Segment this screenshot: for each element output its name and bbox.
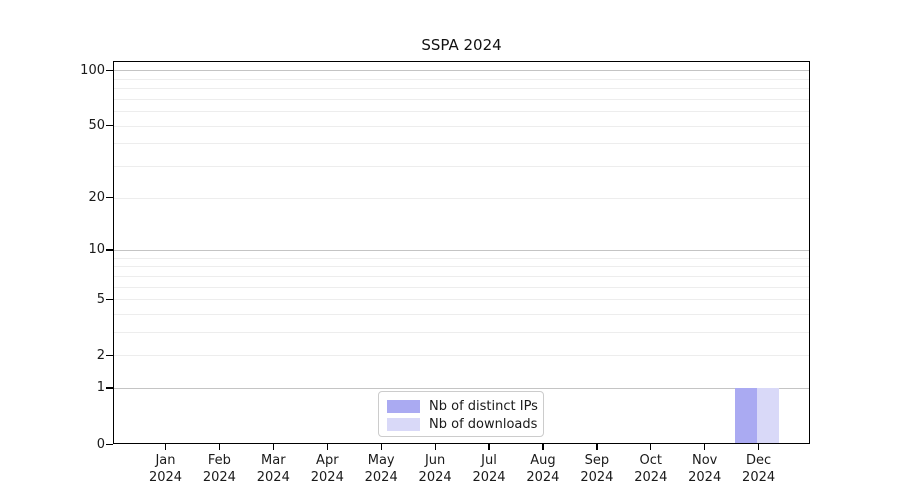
x-tick-mark [326, 444, 328, 450]
minor-gridline [114, 125, 809, 127]
x-tick-label: Oct 2024 [634, 453, 668, 485]
x-tick-mark [434, 444, 436, 450]
x-tick-mark [218, 444, 221, 450]
x-tick-label: May 2024 [364, 453, 398, 485]
minor-gridline [114, 197, 809, 199]
y-tick-mark [106, 125, 113, 127]
x-tick-label: Sep 2024 [580, 453, 614, 485]
x-tick-mark [164, 444, 167, 450]
bar-downloads [757, 387, 779, 443]
y-tick-mark [106, 387, 113, 389]
x-tick-label: Jun 2024 [418, 453, 452, 485]
y-tick-label: 100 [80, 62, 105, 78]
legend-entry-distinct-ips: Nb of distinct IPs [387, 397, 538, 415]
y-tick-mark [106, 69, 113, 72]
x-tick-mark [704, 444, 706, 450]
legend-entry-downloads: Nb of downloads [387, 415, 538, 433]
y-tick-label: 0 [96, 436, 105, 452]
x-tick-mark [380, 444, 382, 450]
minor-gridline [114, 78, 809, 80]
y-tick-mark [106, 197, 113, 199]
legend: Nb of distinct IPs Nb of downloads [378, 391, 544, 437]
chart-title: SSPA 2024 [421, 36, 502, 54]
legend-label-downloads: Nb of downloads [429, 416, 538, 432]
x-tick-label: Dec 2024 [742, 453, 776, 485]
y-tick-label: 20 [88, 190, 105, 205]
major-gridline [114, 70, 809, 72]
x-tick-label: Feb 2024 [202, 453, 236, 485]
major-gridline [114, 249, 809, 251]
minor-gridline [114, 88, 809, 90]
x-tick-mark [596, 444, 598, 450]
y-tick-mark [106, 354, 113, 356]
y-tick-mark [106, 298, 113, 300]
minor-gridline [114, 266, 809, 268]
legend-swatch-distinct-ips [387, 399, 420, 413]
legend-swatch-downloads [387, 417, 420, 431]
minor-gridline [114, 299, 809, 300]
x-tick-mark [488, 444, 490, 450]
y-tick-label: 5 [96, 291, 105, 307]
minor-gridline [114, 355, 809, 357]
y-tick-mark [106, 249, 113, 251]
x-tick-label: Aug 2024 [526, 453, 560, 485]
x-tick-mark [758, 444, 760, 450]
x-tick-label: Mar 2024 [256, 453, 290, 485]
minor-gridline [114, 331, 809, 333]
minor-gridline [114, 313, 809, 315]
minor-gridline [114, 98, 809, 100]
minor-gridline [114, 275, 809, 277]
x-tick-label: Jan 2024 [148, 453, 183, 485]
minor-gridline [114, 166, 809, 167]
plot-area [113, 61, 810, 444]
x-tick-label: Apr 2024 [310, 453, 344, 485]
y-tick-mark [106, 443, 113, 445]
x-tick-mark [272, 444, 274, 450]
minor-gridline [114, 286, 809, 288]
y-tick-label: 1 [96, 380, 105, 396]
x-tick-label: Jul 2024 [472, 453, 506, 485]
minor-gridline [114, 257, 809, 259]
minor-gridline [114, 143, 809, 145]
major-gridline [114, 387, 809, 389]
x-tick-label: Nov 2024 [688, 453, 722, 485]
legend-label-distinct-ips: Nb of distinct IPs [429, 398, 538, 414]
y-tick-label: 10 [88, 242, 105, 258]
y-tick-label: 50 [88, 118, 105, 134]
minor-gridline [114, 111, 809, 113]
bar-distinct-ips [735, 387, 757, 443]
y-tick-label: 2 [96, 347, 105, 363]
x-tick-mark [650, 444, 652, 450]
x-tick-mark [542, 444, 544, 450]
